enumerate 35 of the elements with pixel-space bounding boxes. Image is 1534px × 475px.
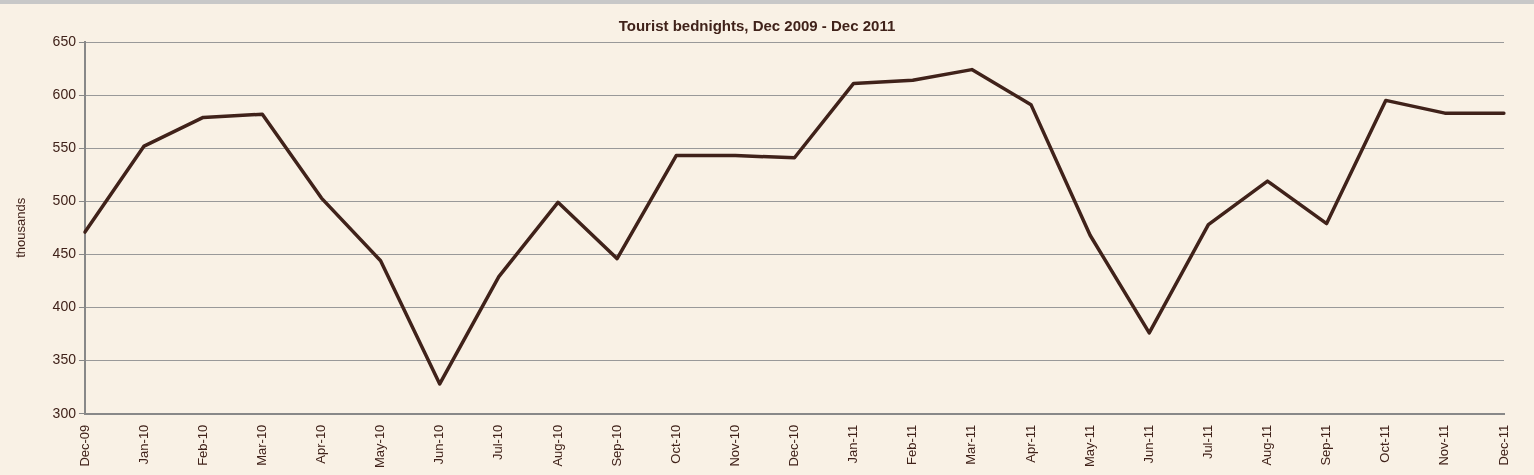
y-tick-label: 450 bbox=[52, 245, 77, 262]
x-tick-label: Jan-11 bbox=[845, 424, 861, 464]
x-tick-label: Dec-10 bbox=[786, 424, 802, 467]
x-tick-label: Jul-10 bbox=[490, 424, 506, 461]
x-tick-label: Mar-10 bbox=[253, 424, 269, 466]
y-tick-label: 350 bbox=[52, 351, 77, 368]
x-tick-label: Dec-11 bbox=[1495, 424, 1511, 466]
y-tick-label: 600 bbox=[52, 85, 77, 102]
x-tick-label: Aug-10 bbox=[549, 424, 565, 467]
x-tick-label: Nov-11 bbox=[1436, 424, 1452, 466]
x-tick-label: Apr-10 bbox=[313, 424, 329, 464]
x-tick-label: Sep-11 bbox=[1318, 424, 1334, 466]
x-tick-label: Sep-10 bbox=[608, 424, 624, 467]
x-tick-label: Mar-11 bbox=[963, 424, 979, 465]
x-tick-label: Feb-10 bbox=[194, 424, 210, 466]
x-tick-label: Oct-11 bbox=[1377, 424, 1393, 463]
chart-title: Tourist bednights, Dec 2009 - Dec 2011 bbox=[618, 17, 896, 35]
x-tick-label: May-10 bbox=[372, 424, 388, 469]
x-tick-label: Jan-10 bbox=[135, 424, 151, 465]
y-axis-title: thousands bbox=[13, 197, 29, 258]
x-tick-label: Jul-11 bbox=[1199, 424, 1215, 460]
x-tick-label: Jun-10 bbox=[431, 424, 447, 465]
y-tick-label: 400 bbox=[52, 298, 77, 315]
x-tick-label: Feb-11 bbox=[904, 424, 920, 465]
y-tick-label: 300 bbox=[52, 404, 77, 421]
x-tick-label: Nov-10 bbox=[726, 424, 742, 467]
x-tick-label: May-11 bbox=[1081, 424, 1097, 468]
x-tick-label: Aug-11 bbox=[1259, 424, 1275, 466]
y-tick-label: 650 bbox=[52, 32, 77, 49]
x-tick-label: Apr-11 bbox=[1022, 424, 1038, 463]
x-tick-label: Jun-11 bbox=[1140, 424, 1156, 464]
y-tick-label: 500 bbox=[52, 192, 77, 209]
x-tick-label: Dec-09 bbox=[76, 424, 92, 467]
x-tick-label: Oct-10 bbox=[667, 424, 683, 464]
y-tick-label: 550 bbox=[52, 139, 77, 156]
